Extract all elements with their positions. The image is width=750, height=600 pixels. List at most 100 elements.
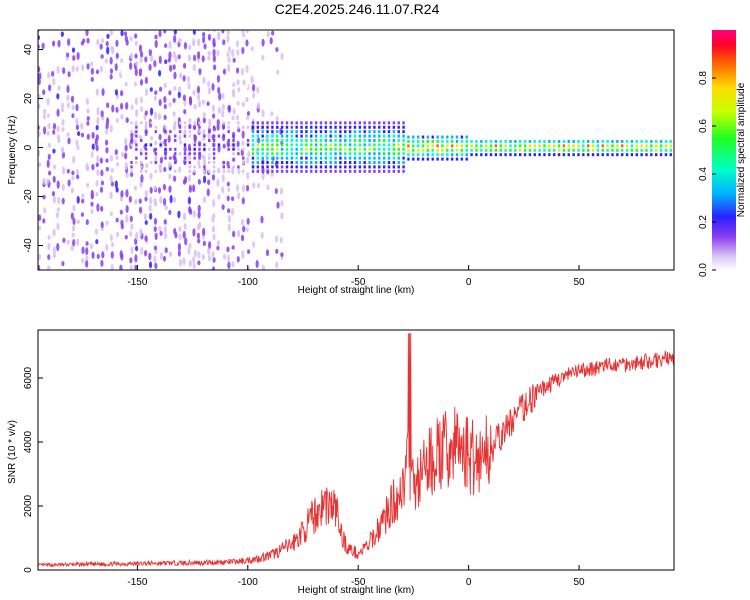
spectrogram-cell [212, 213, 216, 220]
spectrogram-cell [240, 234, 245, 242]
spectrogram-cell [358, 134, 362, 138]
snr-x-tick-label: -50 [351, 577, 366, 588]
spectrogram-cell [363, 121, 366, 125]
spectrogram-cell [144, 183, 148, 192]
spectrogram-cell [290, 125, 294, 129]
spectrogram-cell [300, 165, 303, 169]
spectrogram-cell [586, 153, 590, 157]
spectrogram-cell [295, 169, 298, 173]
spectrogram-cell [402, 152, 405, 156]
spectrogram-cell [61, 166, 66, 175]
spectrogram-cell [227, 208, 231, 214]
spectrogram-x-tick-label: -150 [127, 277, 147, 288]
spectrogram-cell [373, 134, 376, 138]
spectrogram-cell [100, 205, 104, 212]
spectrogram-cell [173, 34, 177, 43]
spectrogram-cell [295, 165, 298, 169]
spectrogram-cell [227, 63, 231, 73]
spectrogram-cell [201, 55, 205, 63]
spectrogram-cell [625, 144, 629, 148]
spectrogram-cell [392, 138, 396, 142]
spectrogram-cell [109, 124, 113, 133]
spectrogram-cell [621, 153, 624, 157]
spectrogram-cell [197, 179, 201, 185]
spectrogram-cell [635, 153, 638, 157]
spectrogram-cell [217, 144, 221, 153]
spectrogram-cell [188, 259, 192, 268]
spectrogram-cell [402, 165, 405, 169]
spectrogram-cell [115, 155, 119, 161]
spectrogram-cell [353, 138, 357, 142]
spectrogram-cell [329, 121, 332, 125]
spectrogram-cell [149, 186, 153, 194]
spectrogram-cell [431, 135, 434, 139]
spectrogram-cell [276, 143, 279, 147]
spectrogram-cell [196, 93, 201, 101]
spectrogram-cell [319, 130, 323, 134]
spectrogram-cell [305, 156, 308, 160]
spectrogram-cell [82, 38, 86, 43]
spectrogram-cell [514, 144, 517, 148]
spectrogram-cell [460, 148, 464, 152]
spectrogram-cell [446, 144, 449, 148]
spectrogram-cell [212, 199, 216, 208]
spectrogram-cell [387, 121, 391, 125]
spectrogram-cell [222, 165, 226, 169]
spectrogram-cell [178, 134, 182, 141]
spectrogram-cell [231, 245, 235, 250]
spectrogram-cell [382, 125, 386, 129]
spectrogram-cell [135, 156, 138, 160]
spectrogram-cell [158, 69, 162, 77]
spectrogram-cell [206, 188, 210, 197]
spectrogram-cell [290, 130, 294, 134]
spectrogram-cell [344, 156, 347, 160]
spectrogram-cell [378, 130, 381, 134]
spectrogram-cell [431, 144, 434, 148]
spectrogram-cell [436, 139, 439, 143]
spectrogram-cell [353, 134, 357, 138]
spectrogram-cell [178, 37, 182, 44]
spectrogram-cell [217, 159, 221, 164]
spectrogram-cell [129, 215, 133, 223]
spectrogram-cell [119, 209, 123, 215]
spectrogram-cell [271, 152, 274, 156]
spectrogram-cell [157, 187, 162, 194]
spectrogram-cell [115, 258, 119, 266]
spectrogram-cell [625, 148, 629, 152]
spectrogram-cell [169, 156, 172, 160]
spectrogram-cell [208, 156, 211, 160]
spectrogram-cell [280, 161, 284, 165]
spectrogram-cell [324, 134, 328, 138]
spectrogram-cell [138, 206, 143, 214]
spectrogram-cell [232, 138, 235, 142]
spectrogram-cell [334, 138, 337, 142]
spectrogram-cell [94, 228, 98, 235]
spectrogram-cell [237, 121, 240, 125]
spectrogram-cell [158, 30, 162, 38]
spectrogram-cell [42, 218, 46, 224]
spectrogram-cell [329, 165, 332, 169]
spectrogram-cell [344, 121, 347, 125]
spectrogram-cell [193, 156, 196, 160]
colorbar-tick-label: 0.0 [698, 263, 709, 277]
spectrogram-cell [290, 138, 294, 142]
spectrogram-cell [130, 131, 134, 140]
spectrogram-cell [237, 87, 241, 93]
spectrogram-cell [95, 162, 99, 168]
spectrogram-cell [183, 156, 187, 160]
spectrogram-cell [276, 130, 279, 134]
spectrogram-cell [465, 153, 468, 157]
spectrogram-cell [182, 212, 187, 221]
spectrogram-cell [198, 125, 201, 129]
spectrogram-cell [221, 186, 225, 194]
spectrogram-cell [402, 143, 405, 147]
spectrogram-cell [129, 52, 133, 60]
spectrogram-cell [246, 249, 251, 254]
spectrogram-cell [310, 138, 313, 142]
spectrogram-cell [226, 246, 230, 253]
spectrogram-cell [572, 139, 575, 143]
spectrogram-cell [71, 224, 76, 232]
spectrogram-cell [659, 139, 663, 143]
spectrogram-cell [212, 30, 216, 33]
spectrogram-cell [557, 144, 561, 148]
